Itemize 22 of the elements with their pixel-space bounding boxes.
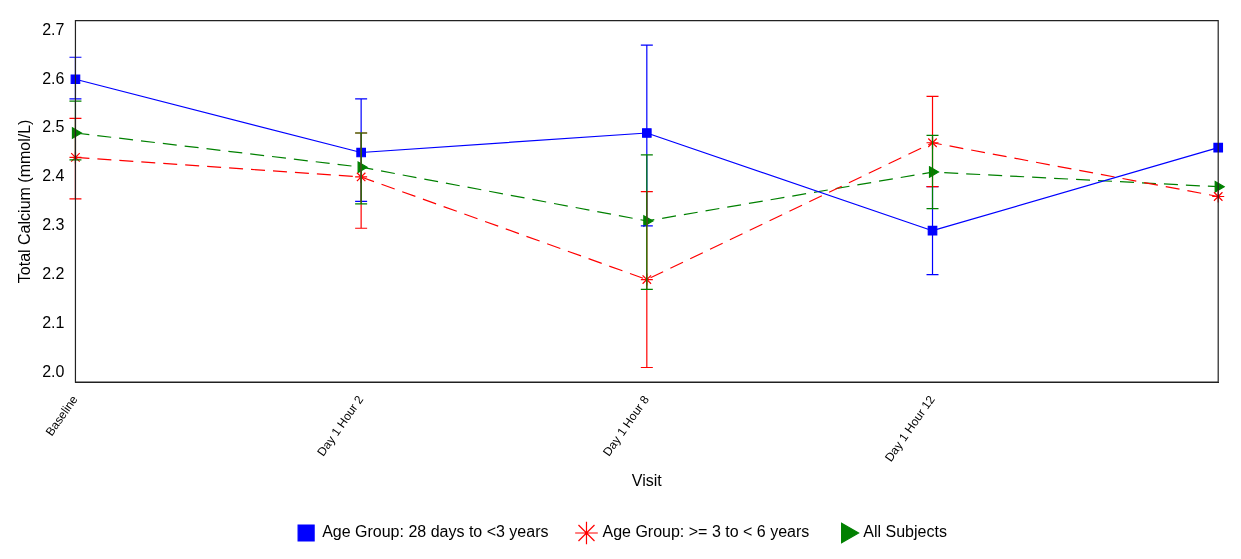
point bbox=[68, 150, 83, 165]
point bbox=[354, 170, 368, 184]
y-tick-label: 2.2 bbox=[42, 265, 65, 283]
y-tick-label: 2.5 bbox=[42, 118, 65, 136]
point bbox=[640, 272, 654, 287]
legend-label: Age Group: 28 days to <3 years bbox=[322, 523, 549, 541]
point bbox=[641, 128, 652, 138]
point bbox=[1211, 189, 1225, 204]
point bbox=[643, 215, 654, 227]
legend-label: All Subjects bbox=[863, 523, 947, 541]
point bbox=[1213, 142, 1224, 153]
y-tick-label: 2.0 bbox=[42, 362, 65, 380]
point bbox=[925, 136, 940, 150]
y-axis-title: Total Calcium (mmol/L) bbox=[16, 119, 34, 284]
y-tick-label: 2.3 bbox=[42, 216, 65, 234]
x-axis-title: Visit bbox=[631, 471, 663, 489]
y-tick-label: 2.7 bbox=[42, 20, 65, 38]
y-tick-label: 2.4 bbox=[42, 167, 65, 185]
point bbox=[928, 166, 940, 178]
y-tick-label: 2.1 bbox=[42, 313, 65, 331]
y-tick-label: 2.6 bbox=[42, 69, 65, 87]
legend-label: Age Group: >= 3 to < 6 years bbox=[602, 523, 810, 541]
